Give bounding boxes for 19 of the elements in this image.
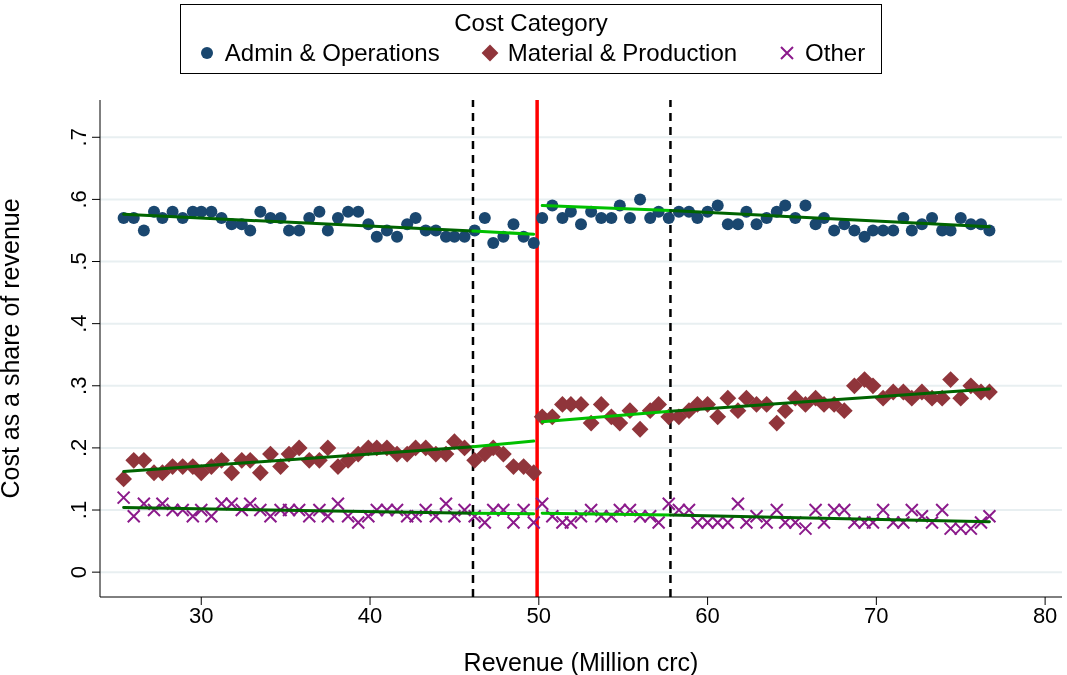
legend-label: Admin & Operations — [224, 39, 440, 67]
y-tick-label: .7 — [66, 128, 91, 147]
x-tick-label: 70 — [864, 602, 889, 628]
y-tick-label: 0 — [66, 566, 91, 579]
legend-label: Other — [805, 39, 866, 67]
y-tick-label: .2 — [66, 438, 91, 458]
y-tick-label: .4 — [66, 314, 91, 333]
x-tick-label: 80 — [1032, 602, 1058, 628]
x-tick-label: 50 — [526, 602, 552, 628]
y-tick-label: .6 — [66, 190, 91, 209]
x-tick-label: 30 — [189, 602, 214, 628]
legend-title: Cost Category — [453, 9, 609, 37]
x-tick-label: 40 — [357, 602, 383, 628]
y-tick-label: .1 — [66, 500, 91, 520]
y-tick-label: .5 — [66, 252, 91, 271]
y-axis-title: Cost as a share of revenue — [0, 198, 24, 499]
legend-label: Material & Production — [507, 39, 738, 67]
y-tick-label: .3 — [66, 376, 91, 395]
x-tick-label: 60 — [695, 602, 720, 628]
